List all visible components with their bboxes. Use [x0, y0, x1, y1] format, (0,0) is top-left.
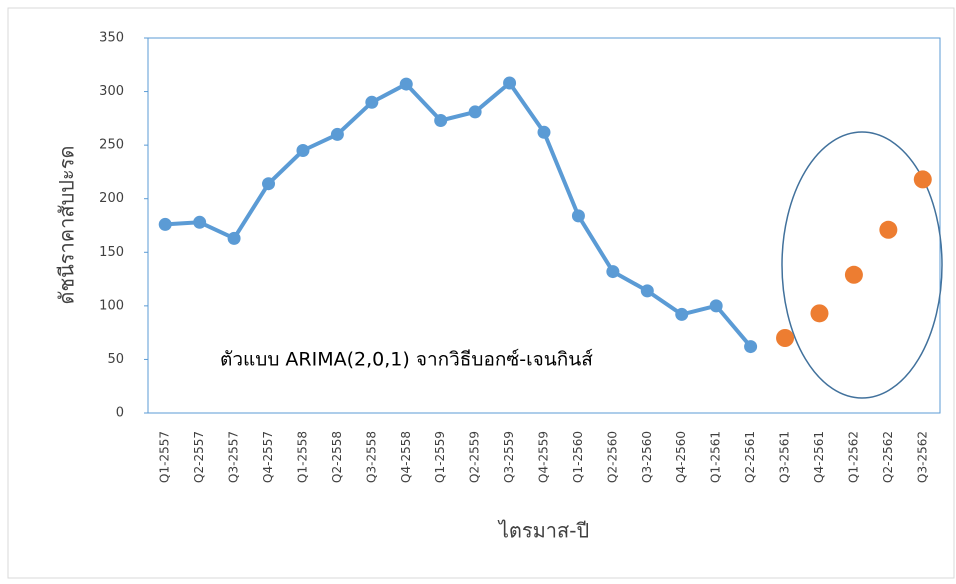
point — [365, 95, 379, 109]
point — [844, 265, 863, 284]
x-tick-label: Q1-2559 — [433, 431, 447, 483]
point — [879, 220, 898, 239]
x-tick-label: Q4-2560 — [674, 431, 688, 483]
point — [675, 307, 689, 321]
x-tick-label: Q3-2558 — [364, 431, 378, 483]
y-tick-label: 350 — [99, 31, 124, 46]
x-tick-label: Q2-2562 — [881, 431, 895, 483]
x-tick-label: Q4-2558 — [399, 431, 413, 483]
point — [399, 77, 413, 91]
x-tick-label: Q3-2559 — [502, 431, 516, 483]
y-tick-label: 50 — [107, 352, 124, 367]
y-tick-label: 300 — [99, 84, 124, 99]
forecast-highlight — [781, 131, 943, 399]
x-axis-label: ไตรมาส-ปี — [497, 519, 589, 543]
x-tick-label: Q3-2562 — [915, 431, 929, 483]
x-tick-label: Q1-2558 — [295, 431, 309, 483]
x-tick-label: Q2-2557 — [192, 431, 206, 483]
point — [776, 329, 795, 347]
x-tick-label: Q1-2557 — [158, 431, 172, 483]
point — [158, 217, 172, 231]
point — [744, 340, 758, 354]
point — [330, 127, 344, 141]
point — [296, 144, 310, 157]
point — [227, 231, 241, 245]
x-tick-label: Q3-2561 — [778, 431, 792, 483]
x-tick-label: Q1-2561 — [709, 431, 723, 483]
point — [640, 284, 654, 298]
y-tick-label: 0 — [116, 406, 124, 421]
plot-frame — [147, 37, 941, 414]
x-tick-label: Q4-2557 — [261, 431, 275, 483]
x-tick-label: Q2-2561 — [743, 431, 757, 483]
point — [606, 265, 620, 279]
point — [434, 114, 448, 127]
point — [193, 215, 207, 229]
point — [468, 105, 482, 119]
x-tick-label: Q1-2562 — [846, 431, 860, 483]
x-tick-label: Q2-2558 — [330, 431, 344, 483]
x-tick-label: Q2-2559 — [468, 431, 482, 483]
y-axis-label: ดัชนีราคาสับปะรด — [55, 146, 79, 305]
point — [537, 125, 551, 139]
y-tick-label: 100 — [99, 298, 124, 313]
series-line — [165, 81, 753, 348]
x-tick-label: Q4-2559 — [537, 431, 551, 483]
y-tick-label: 250 — [99, 138, 124, 153]
y-tick-label: 200 — [99, 191, 124, 206]
point — [262, 177, 276, 191]
point — [810, 304, 829, 323]
point — [503, 76, 517, 90]
x-tick-label: Q1-2560 — [571, 431, 585, 483]
x-tick-label: Q3-2557 — [227, 431, 241, 483]
point — [709, 299, 723, 313]
chart-frame — [7, 7, 955, 579]
point — [913, 170, 932, 189]
point — [571, 209, 585, 223]
x-tick-label: Q4-2561 — [812, 431, 826, 483]
x-tick-label: Q2-2560 — [605, 431, 619, 483]
x-tick-label: Q3-2560 — [640, 431, 654, 483]
y-tick-label: 150 — [99, 245, 124, 260]
annotation: ตัวแบบ ARIMA(2,0,1) จากวิธีบอกซ์-เจนกินส… — [220, 349, 593, 371]
